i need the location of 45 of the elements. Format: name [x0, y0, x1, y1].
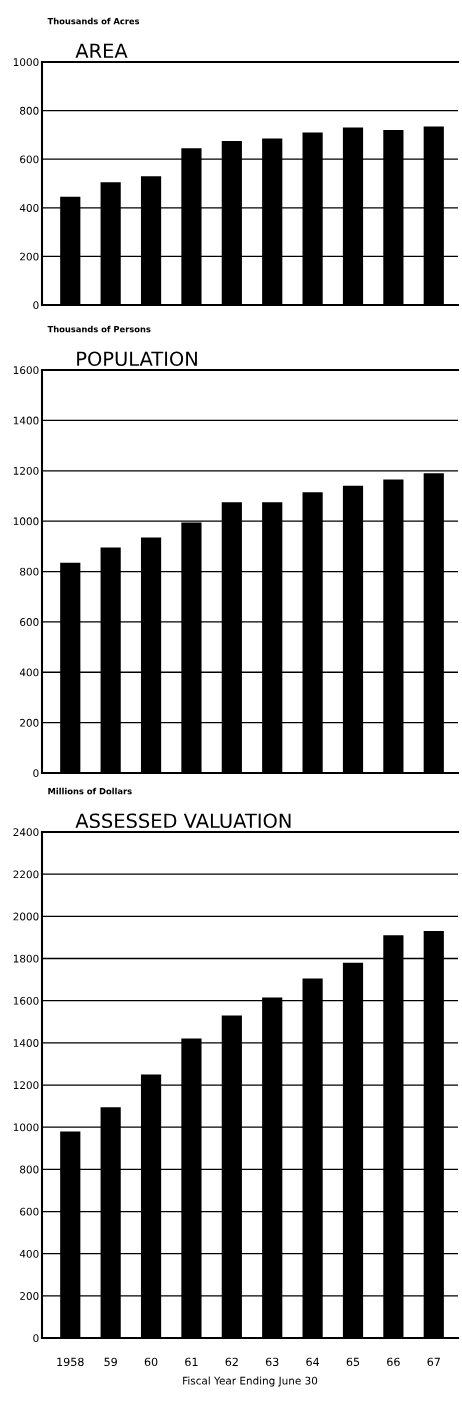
y-tick-label: 1000: [13, 1123, 39, 1132]
x-tick-label: 67: [427, 1357, 440, 1367]
y-tick-label: 0: [33, 301, 39, 310]
x-tick-label: 64: [306, 1357, 320, 1367]
y-tick-label: 1400: [13, 1039, 39, 1047]
y-axis-title: Thousands of Acres: [47, 17, 140, 25]
x-tick-label: 61: [185, 1357, 198, 1367]
y-tick-label: 200: [20, 252, 39, 261]
y-tick-label: 600: [20, 1207, 39, 1216]
y-tick-label: 1600: [13, 366, 39, 375]
x-tick-label: 60: [144, 1357, 158, 1367]
x-tick-label: 65: [346, 1357, 360, 1367]
y-tick-label: 800: [20, 106, 39, 115]
y-tick-label: 2000: [13, 912, 39, 921]
y-axis-title: Thousands of Persons: [47, 325, 151, 333]
x-axis-title: Fiscal Year Ending June 30: [183, 1376, 318, 1387]
y-tick-label: 1000: [13, 517, 39, 526]
y-tick-label: 600: [20, 618, 39, 626]
y-tick-label: 400: [19, 1249, 39, 1258]
x-tick-label: 63: [265, 1357, 279, 1367]
y-tick-label: 800: [20, 1165, 39, 1174]
x-tick-label: 59: [104, 1357, 117, 1367]
chart-title: AREA: [75, 43, 128, 58]
y-tick-label: 1600: [13, 996, 39, 1005]
y-tick-label: 1000: [13, 58, 39, 67]
x-tick-label: 1958: [57, 1357, 84, 1367]
y-tick-label: 600: [20, 155, 39, 164]
chart-title: ASSESSED VALUATION: [75, 813, 291, 829]
y-tick-label: 2400: [13, 828, 39, 837]
y-tick-label: 0: [33, 1334, 39, 1343]
chart-title: POPULATION: [77, 351, 197, 367]
y-axis-title: Millions of Dollars: [48, 787, 132, 795]
y-tick-label: 1200: [13, 466, 39, 475]
x-tick-label: 62: [225, 1357, 238, 1367]
y-tick-label: 400: [19, 204, 39, 212]
y-tick-label: 200: [20, 718, 39, 727]
y-tick-label: 1200: [13, 1081, 39, 1090]
y-tick-label: 800: [20, 567, 39, 576]
x-tick-label: 66: [387, 1357, 400, 1367]
y-tick-label: 1800: [13, 954, 39, 963]
y-tick-label: 200: [20, 1292, 39, 1300]
y-tick-label: 1400: [13, 416, 39, 425]
y-tick-label: 400: [19, 668, 39, 677]
y-tick-label: 0: [33, 769, 39, 778]
y-tick-label: 2200: [13, 870, 39, 879]
